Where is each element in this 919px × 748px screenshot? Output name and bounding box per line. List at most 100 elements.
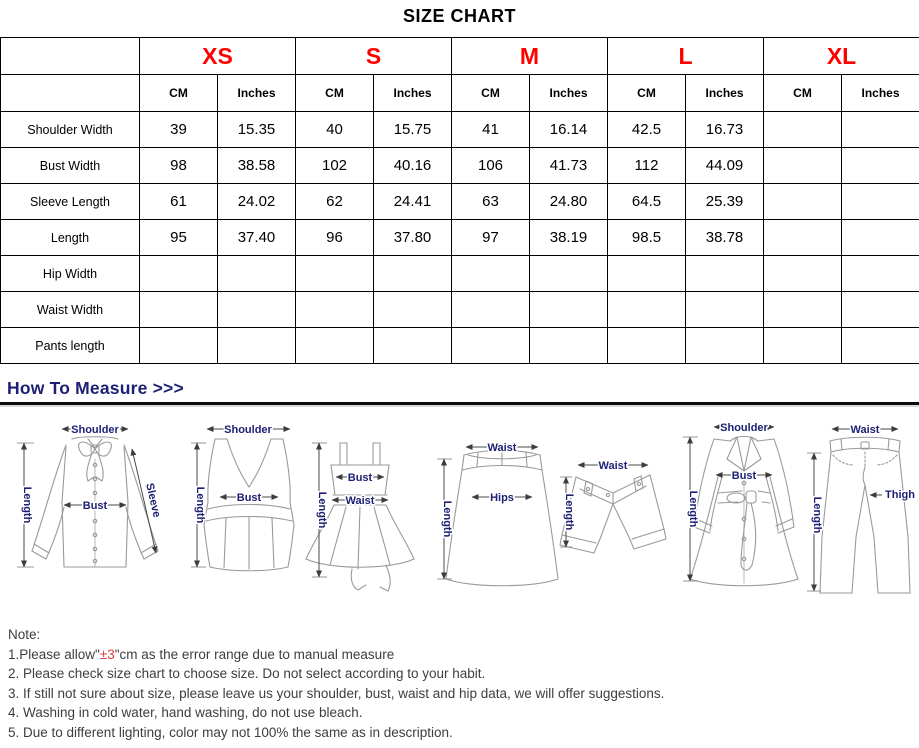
size-header-xs: XS [139,37,296,75]
cell: 25.39 [685,183,765,220]
cell [373,291,452,328]
cell [528,291,609,328]
cell [763,111,843,148]
skirt-diagram: Waist Hips Length [437,441,559,587]
size-header-row: XS S M L XL [0,37,919,75]
cell: 41.73 [528,147,609,184]
measure-label-coat-bust: Bust [732,470,757,482]
note-line-1: 1.Please allow"±3"cm as the error range … [8,646,395,662]
cell [295,327,374,364]
cell: 40.16 [373,147,452,184]
size-header-xl: XL [763,37,919,75]
cell [139,327,218,364]
note-error-range: ±3 [99,646,115,662]
cell: 24.41 [373,183,452,220]
cell [139,291,218,328]
measure-label-blouse-bust: Bust [83,500,108,512]
cell: 24.02 [217,183,296,220]
cell [607,327,687,364]
cell [217,255,296,292]
cell: 61 [139,183,218,220]
unit-header: Inches [685,74,765,112]
cell [841,291,919,328]
notes-section: Note: 1.Please allow"±3"cm as the error … [0,625,919,742]
cell [139,255,218,292]
cell: 62 [295,183,374,220]
cell: 37.40 [217,219,296,256]
note-line-2: 2. Please check size chart to choose siz… [8,666,486,681]
cell [295,291,374,328]
table-row-pants-length: Pants length [0,327,919,364]
blouse-diagram: Shoulder Length Bust Sleeve [17,423,164,568]
cell: 39 [139,111,218,148]
cell: 98.5 [607,219,687,256]
table-row-waist-width: Waist Width [0,291,919,328]
cell [685,291,765,328]
shorts-diagram: Waist Length [559,459,667,554]
cell [763,291,843,328]
measure-label-skirt-length: Length [441,501,453,538]
unit-header: CM [139,74,218,112]
measure-label-skirt-waist: Waist [488,442,517,454]
measure-label-dress-waist: Waist [346,495,375,507]
table-row-sleeve-length: Sleeve Length 61 24.02 62 24.41 63 24.80… [0,183,919,220]
measure-label-dress-bust: Bust [348,472,373,484]
table-row-hip-width: Hip Width [0,255,919,292]
note-line-5: 5. Due to different lighting, color may … [8,724,453,740]
note-title: Note: [8,627,41,642]
row-label: Sleeve Length [0,183,140,220]
cell [217,291,296,328]
measure-label-shorts-length: Length [563,494,575,531]
cell [373,255,452,292]
size-header-m: M [450,37,609,75]
cell [841,327,919,364]
cell: 16.14 [528,111,609,148]
cell [841,255,919,292]
unit-header: Inches [217,74,296,112]
cell [841,147,919,184]
cell [685,327,765,364]
unit-header-row: CM Inches CM Inches CM Inches CM Inches … [0,74,919,112]
measure-label-dress-length: Length [316,492,328,529]
measure-label-skirt-hips: Hips [490,492,514,504]
measure-label-tank-shoulder: Shoulder [224,424,272,436]
unit-corner-cell [0,74,140,112]
cell: 44.09 [685,147,765,184]
row-label: Waist Width [0,291,140,328]
cell: 98 [139,147,218,184]
measure-label-tank-length: Length [194,487,206,524]
divider-rule [0,402,919,407]
cell: 16.73 [685,111,765,148]
cell [451,291,530,328]
cell [763,255,843,292]
measure-label-shorts-waist: Waist [599,460,628,472]
cell [763,219,843,256]
row-label: Length [0,219,140,256]
table-row-length: Length 95 37.40 96 37.80 97 38.19 98.5 3… [0,219,919,256]
measure-label-pants-waist: Waist [851,424,880,436]
cell: 63 [451,183,530,220]
unit-header: CM [295,74,374,112]
measure-diagrams: Shoulder Length Bust Sleeve Shou [17,421,917,594]
corner-cell [0,37,140,75]
cell [451,255,530,292]
size-header-l: L [607,37,765,75]
unit-header: CM [607,74,687,112]
coat-diagram: Shoulder Bust Length [683,421,799,587]
cell: 24.80 [528,183,609,220]
note-line-4: 4. Washing in cold water, hand washing, … [8,705,363,720]
cell: 38.78 [685,219,765,256]
table-row-shoulder-width: Shoulder Width 39 15.35 40 15.75 41 16.1… [0,111,919,148]
unit-header: Inches [373,74,452,112]
page-title: SIZE CHART [403,6,516,26]
measure-label-blouse-shoulder: Shoulder [71,424,119,436]
unit-header: CM [763,74,843,112]
cell [607,255,687,292]
cell [763,147,843,184]
cell: 40 [295,111,374,148]
cell: 42.5 [607,111,687,148]
cell [373,327,452,364]
row-label: Bust Width [0,147,140,184]
cell: 106 [451,147,530,184]
measure-label-coat-length: Length [687,491,699,528]
